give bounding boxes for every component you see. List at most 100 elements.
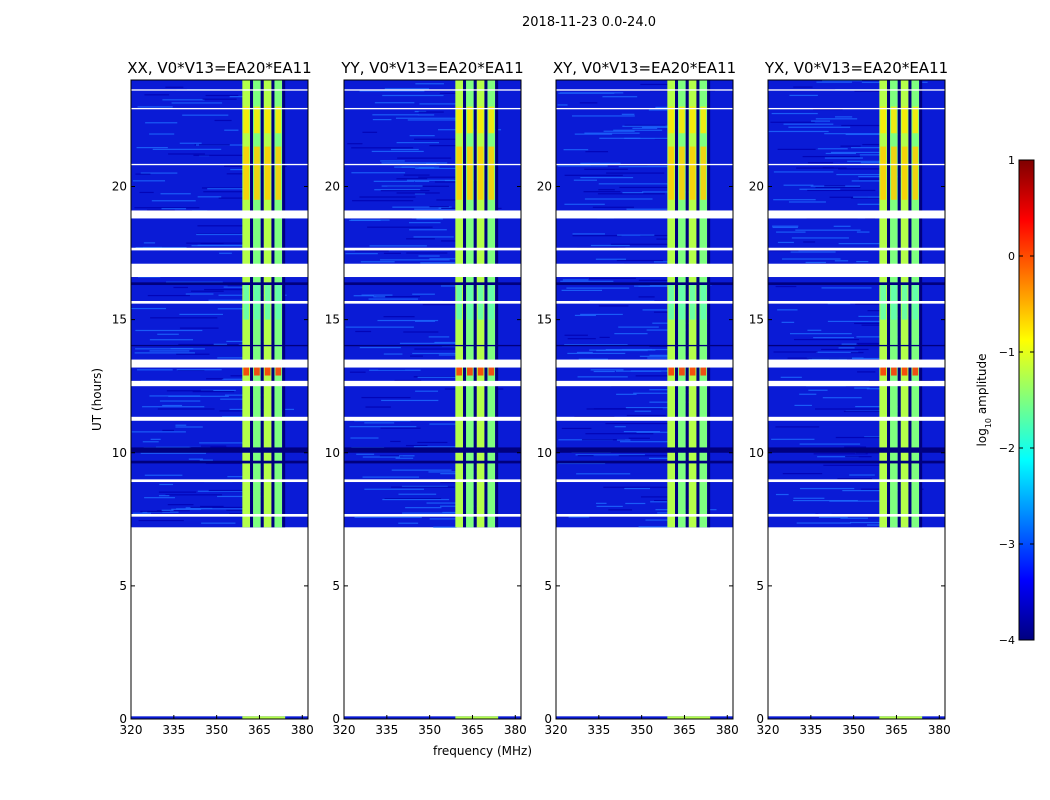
heatmap-cell [835,116,853,118]
heatmap-cell [134,207,200,209]
band-patch [264,146,271,200]
band-patch [456,364,463,376]
flag-gap [768,300,945,304]
heatmap-cell [799,443,861,445]
heatmap-cell [775,426,820,428]
x-tick-label: 380 [291,723,314,737]
flag-gap [556,300,733,304]
heatmap-cell [822,80,863,82]
heatmap-cell [414,348,478,350]
heatmap-cell [203,191,259,193]
band-patch [488,364,495,376]
heatmap-cell [557,104,568,106]
heatmap-cell [843,410,895,413]
band-patch [901,364,908,376]
colorbar-label: log10 amplitude [975,354,993,447]
heatmap-cell [619,441,682,443]
heatmap-cell [201,522,236,524]
heatmap-cell [773,171,834,173]
heatmap-cell [229,96,251,98]
heatmap-cell [417,376,478,378]
y-tick-label: 15 [537,313,552,327]
heatmap-cell [838,347,855,349]
heatmap-cell [192,390,235,393]
heatmap-cell [390,148,419,151]
heatmap-cell [147,209,175,211]
heatmap-cell [186,242,256,244]
heatmap-cell [392,206,452,208]
heatmap-cell [851,180,886,182]
heatmap-cell [428,336,450,338]
heatmap-cell [773,199,816,201]
heatmap-cell [152,148,222,150]
colorbar-gradient [1018,159,1035,641]
y-tick-label: 20 [325,180,340,194]
heatmap-cell [368,298,419,300]
heatmap-cell [433,526,457,528]
heatmap-cell [654,499,668,502]
heatmap-cell [391,469,452,471]
heatmap-cell [640,496,693,498]
heatmap-cell [780,376,802,378]
heatmap-cell [866,388,889,390]
heatmap-cell [562,279,589,281]
heatmap-cell [145,122,178,124]
heatmap-cell [796,522,852,524]
heatmap-cell [836,173,886,176]
flag-gap [768,416,945,421]
heatmap-cell [622,192,644,194]
y-tick-label: 5 [544,579,552,593]
band-patch [901,106,908,134]
heatmap-cell [176,353,210,355]
heatmap-cell [161,509,174,511]
heatmap-cell [824,185,846,187]
heatmap-cell [850,197,889,199]
heatmap-cell [783,123,834,125]
heatmap-cell [422,304,485,306]
heatmap-cell [356,453,375,455]
band-patch [689,106,696,134]
heatmap-cell [170,348,194,350]
heatmap-cell [840,517,869,519]
heatmap-cell [131,431,186,433]
heatmap-cell [403,174,430,176]
heatmap-cell [377,319,439,322]
band-patch [488,146,495,200]
flag-gap [344,416,521,421]
heatmap-cell [171,102,223,104]
heatmap-cell [794,404,812,407]
heatmap-cell [616,439,631,441]
heatmap-cell [398,522,419,524]
flag-gap [556,263,733,278]
heatmap-cell [132,512,152,514]
heatmap-cell [567,352,626,355]
band-patch [689,364,696,376]
heatmap-cell [638,296,655,298]
heatmap-cell [782,473,823,475]
flag-gap [131,479,308,483]
heatmap-cell [788,201,826,203]
heatmap-cell [381,185,423,187]
heatmap-cell [132,180,166,182]
band-patch [264,364,271,376]
heatmap-cell [593,408,663,410]
heatmap-cell [574,314,596,317]
heatmap-cell [414,180,430,183]
heatmap-cell [379,455,403,457]
heatmap-cell [159,483,174,486]
heatmap-cell [618,326,659,328]
heatmap-cell [415,167,477,170]
flag-gap [344,263,521,278]
heatmap-cell [355,330,372,333]
heatmap-cell [394,166,440,168]
band-patch [891,106,897,134]
heatmap-cell [167,504,194,506]
heatmap-cell [653,311,678,313]
x-tick-label: 380 [928,723,951,737]
heatmap-cell [768,716,945,719]
band-patch [243,146,250,200]
heatmap-cell [230,375,246,377]
band-patch [456,106,463,134]
heatmap-cell [413,446,463,448]
heatmap-cell [799,188,841,190]
